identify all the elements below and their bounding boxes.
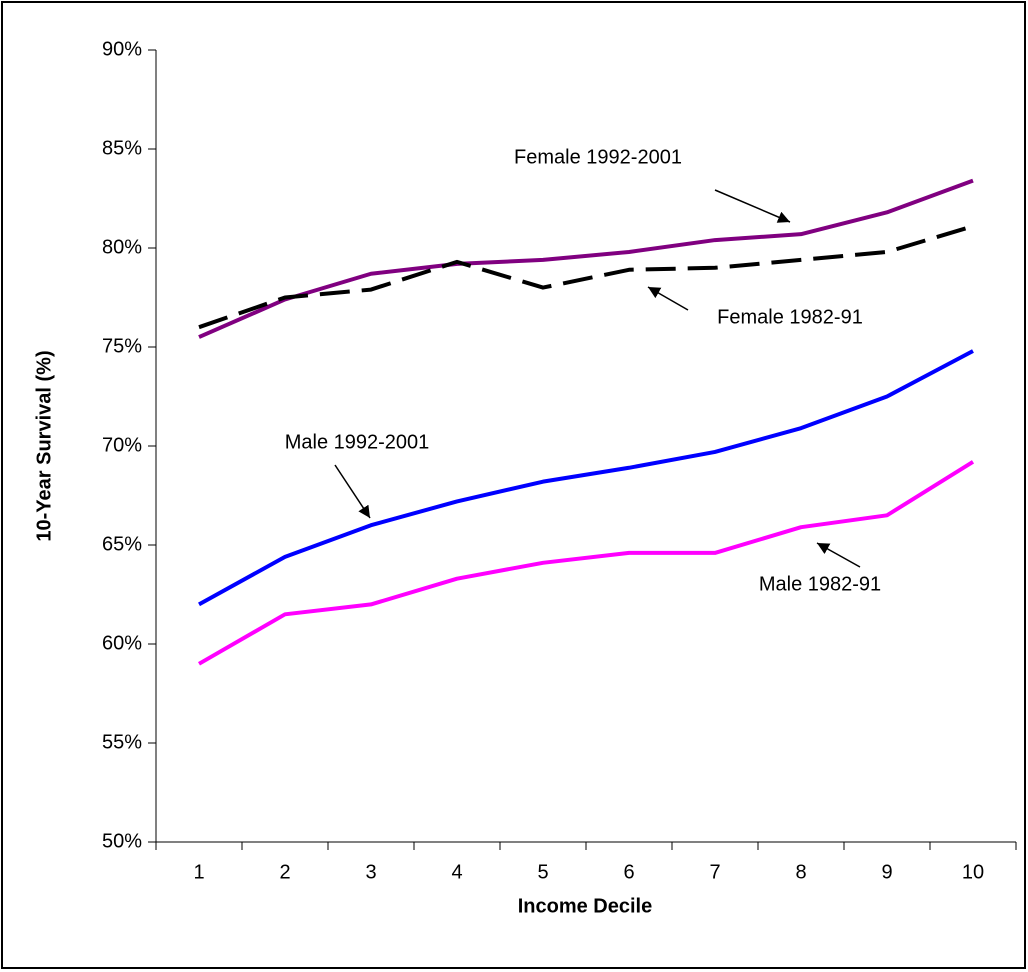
annotation: Female 1992-2001 — [514, 146, 682, 168]
y-tick-label: 85% — [102, 137, 142, 159]
x-tick-label: 10 — [962, 861, 984, 883]
y-tick-label: 65% — [102, 533, 142, 555]
x-tick-label: 5 — [537, 861, 548, 883]
annotation-arrow — [714, 189, 791, 223]
x-axis-title: Income Decile — [518, 895, 653, 917]
y-tick-label: 50% — [102, 830, 142, 852]
series-line — [198, 224, 974, 330]
y-tick-label: 90% — [102, 38, 142, 60]
y-tick-label: 70% — [102, 434, 142, 456]
x-tick-label: 4 — [451, 861, 462, 883]
y-tick-label: 80% — [102, 236, 142, 258]
x-tick-label: 1 — [193, 861, 204, 883]
annotation-arrow — [647, 286, 689, 311]
y-tick-label: 60% — [102, 632, 142, 654]
annotation-arrow — [816, 542, 861, 568]
x-tick-label: 6 — [623, 861, 634, 883]
annotation: Male 1982-91 — [759, 573, 881, 595]
annotation: Male 1992-2001 — [285, 431, 430, 453]
x-tick-label: 9 — [881, 861, 892, 883]
series-line — [198, 349, 974, 607]
series-line — [198, 178, 974, 339]
x-tick-label: 8 — [795, 861, 806, 883]
series-line — [198, 460, 975, 666]
y-tick-label: 75% — [102, 335, 142, 357]
x-tick-label: 3 — [365, 861, 376, 883]
x-tick-label: 2 — [279, 861, 290, 883]
annotation: Female 1982-91 — [717, 306, 863, 328]
annotation-arrow — [334, 464, 371, 519]
x-tick-label: 7 — [709, 861, 720, 883]
y-axis-title: 10-Year Survival (%) — [33, 350, 55, 541]
y-tick-label: 55% — [102, 731, 142, 753]
